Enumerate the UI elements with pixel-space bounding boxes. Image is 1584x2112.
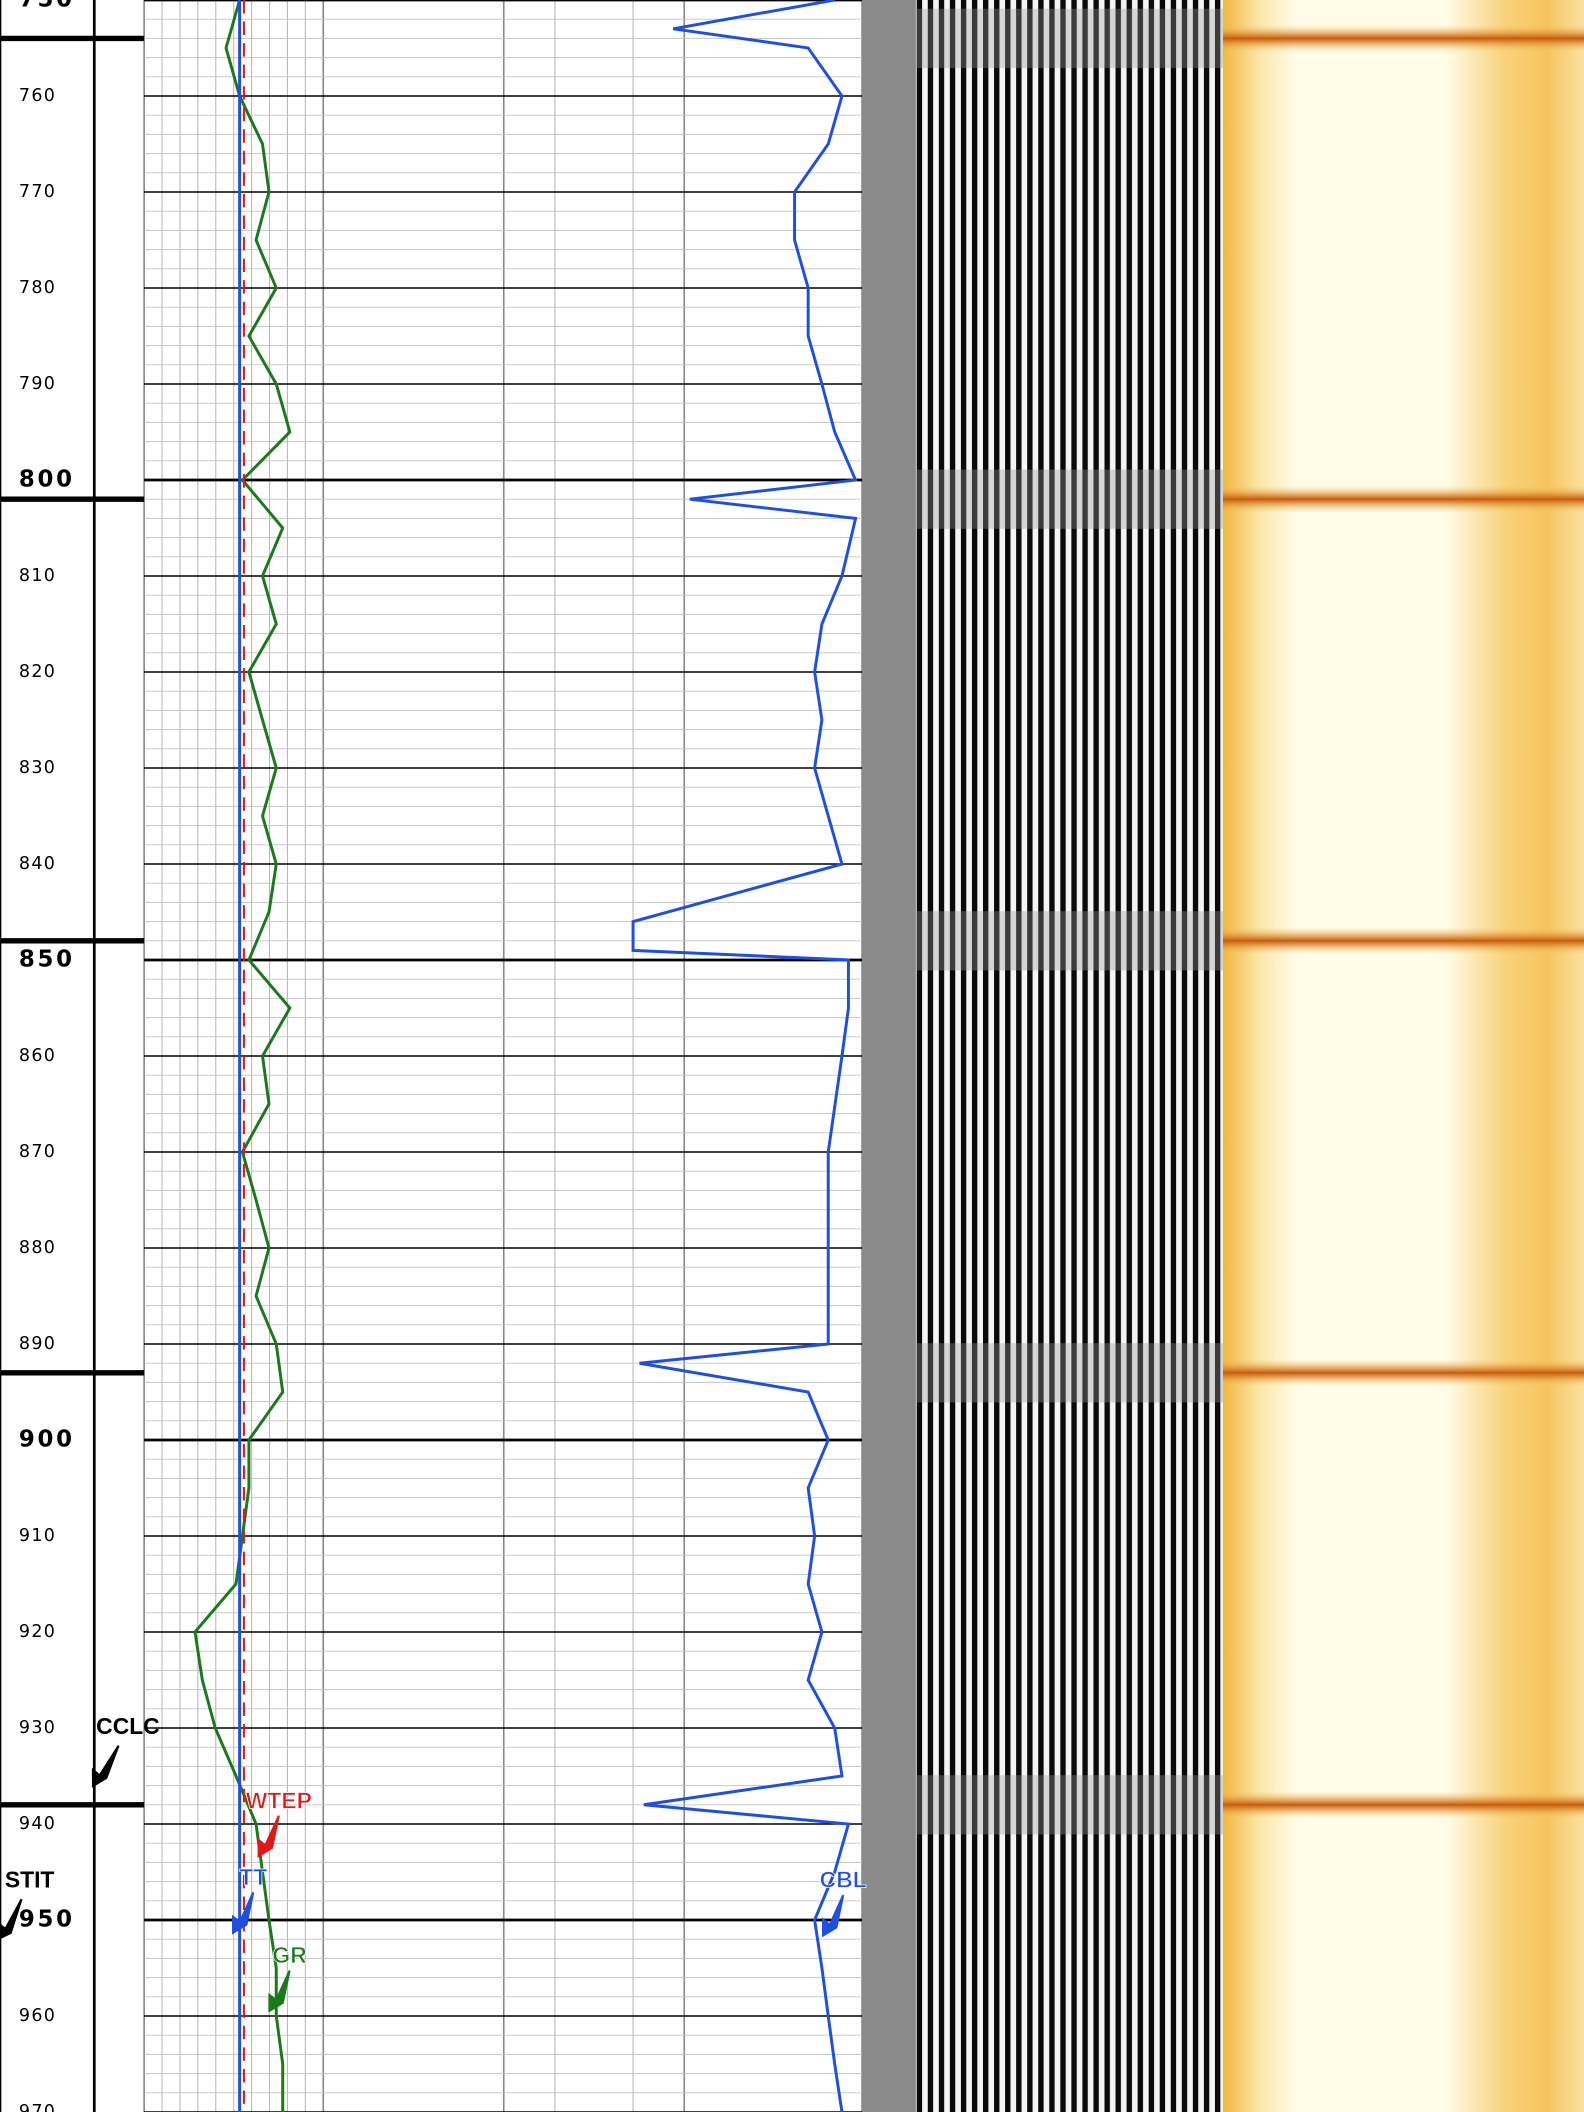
annotation: STIT <box>5 1867 55 1893</box>
depth-label: 850 <box>19 947 75 973</box>
depth-label: 810 <box>19 566 56 586</box>
depth-label: 920 <box>19 1622 56 1642</box>
depth-label: 800 <box>19 467 75 493</box>
label-arrow <box>268 1970 291 2013</box>
label-arrow <box>232 1892 255 1935</box>
curve-label: CBL <box>820 1867 867 1893</box>
label-arrow <box>257 1815 280 1858</box>
vdl-collar <box>915 1343 1224 1403</box>
depth-label: 890 <box>19 1334 56 1354</box>
depth-label: 910 <box>19 1526 56 1546</box>
depth-label: 940 <box>19 1814 56 1834</box>
depth-label: 770 <box>19 182 56 202</box>
depth-label: 830 <box>19 758 56 778</box>
depth-label: 750 <box>19 0 75 13</box>
label-arrow <box>0 1898 23 1940</box>
labels: 750 760 770 780 790 800 810 820 830 840 850 860 870 8… <box>0 0 867 2112</box>
curve-label: WTEP <box>246 1787 312 1813</box>
depth-label: 880 <box>19 1238 56 1258</box>
curve <box>631 0 858 2112</box>
image-collar <box>1223 24 1584 52</box>
image-collar <box>1223 1791 1584 1819</box>
depth-label: 950 <box>19 1907 75 1933</box>
vdl-collar <box>915 911 1224 971</box>
image-collar <box>1223 927 1584 955</box>
gap-track <box>862 0 916 2112</box>
vdl-collar <box>915 8 1224 69</box>
image-collar <box>1223 1359 1584 1387</box>
label-arrow <box>821 1894 845 1938</box>
depth-label: 870 <box>19 1142 56 1162</box>
curve-label: TT <box>239 1864 267 1890</box>
depth-label: 930 <box>19 1718 56 1738</box>
vdl-collar <box>915 1775 1224 1835</box>
image-track <box>1223 0 1584 2112</box>
depth-label: 790 <box>19 374 56 394</box>
tracks-background <box>862 0 1584 2112</box>
collar-label: CCLC <box>96 1713 160 1739</box>
vdl-collar <box>915 469 1224 529</box>
depth-label: 960 <box>19 2006 56 2026</box>
vdl-track <box>915 0 1224 2112</box>
grid <box>143 0 863 2112</box>
depth-label: 840 <box>19 854 56 874</box>
image-collar <box>1223 485 1584 513</box>
depth-label: 760 <box>19 86 56 106</box>
curve <box>193 0 292 2112</box>
depth-label: 900 <box>19 1427 75 1453</box>
depth-label: 860 <box>19 1046 56 1066</box>
depth-label: 970 <box>19 2102 56 2112</box>
label-arrow <box>91 1745 120 1788</box>
depth-label: 780 <box>19 278 56 298</box>
curve-label: GR <box>272 1942 307 1968</box>
depth-label: 820 <box>19 662 56 682</box>
